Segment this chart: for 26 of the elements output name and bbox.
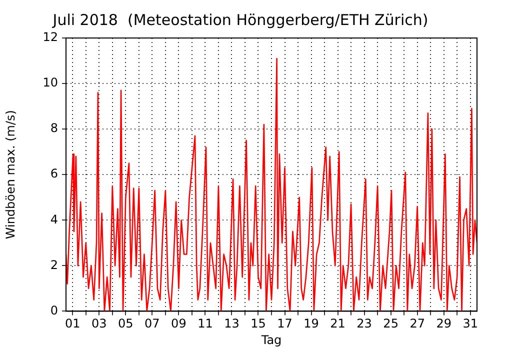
x-tick-label: 11	[198, 316, 213, 331]
x-tick-label: 13	[224, 316, 240, 331]
x-axis-title: Tag	[260, 332, 282, 347]
x-tick-label: 19	[304, 316, 319, 331]
x-tick-label: 17	[277, 316, 292, 331]
y-tick-label: 12	[42, 30, 58, 44]
x-tick-label: 07	[144, 316, 160, 331]
x-tick-label: 05	[118, 316, 134, 331]
y-axis-title: Windböen max. (m/s)	[3, 110, 18, 240]
y-tick-label: 10	[42, 76, 58, 90]
x-tick-label: 21	[330, 316, 346, 331]
x-tick-label: 03	[92, 316, 107, 331]
x-tick-label: 09	[171, 316, 186, 331]
y-tick-label: 0	[50, 303, 58, 318]
chart-title: Juli 2018 (Meteostation Hönggerberg/ETH Zürich)	[52, 10, 428, 29]
x-tick-label: 23	[356, 316, 372, 331]
x-tick-label: 01	[64, 316, 80, 331]
x-tick-label: 25	[383, 316, 398, 331]
x-tick-label: 15	[250, 316, 266, 331]
y-tick-label: 2	[50, 258, 58, 272]
y-tick-label: 4	[50, 212, 58, 226]
y-tick-label: 6	[50, 166, 58, 181]
x-tick-label: 27	[410, 316, 425, 331]
x-tick-label: 31	[462, 316, 478, 331]
x-tick-label: 29	[436, 316, 452, 331]
y-tick-label: 8	[50, 121, 58, 136]
